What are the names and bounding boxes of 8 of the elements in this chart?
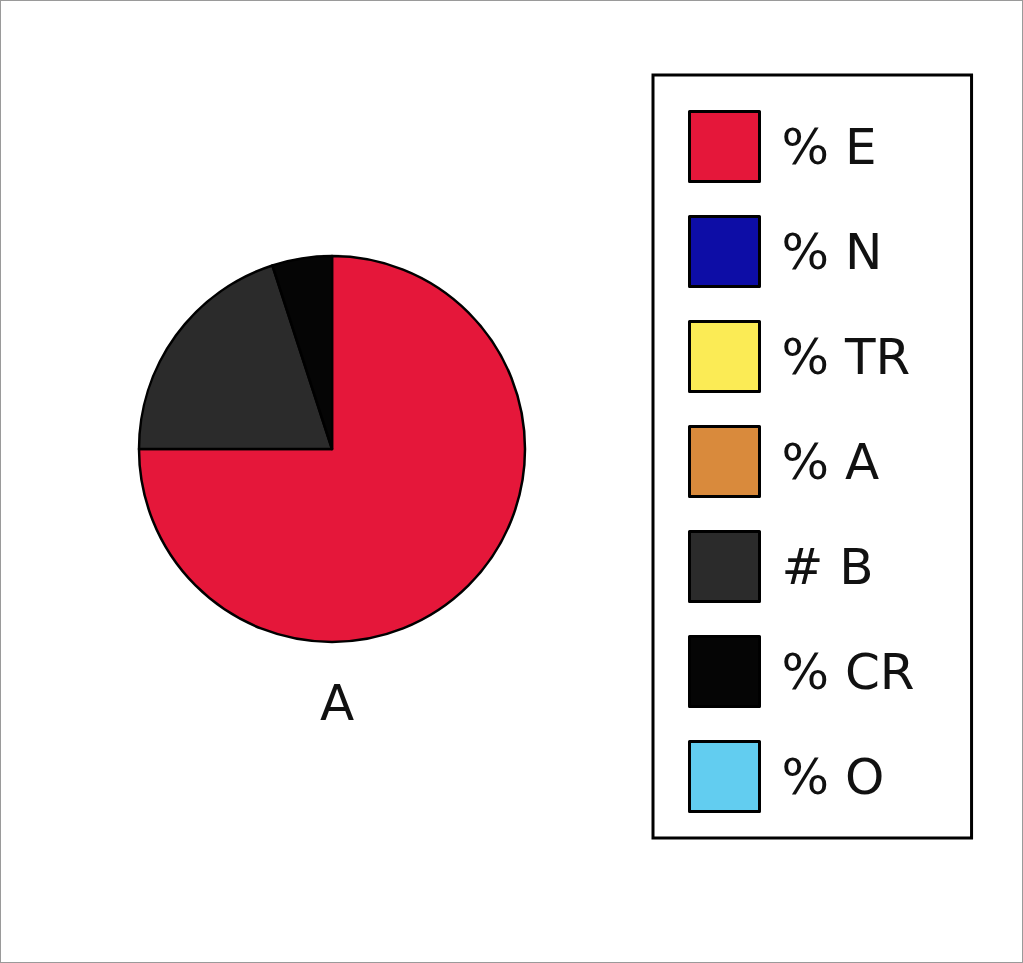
legend-label: % TR [781, 327, 911, 386]
legend-label: % O [781, 747, 885, 806]
legend-label: % CR [781, 642, 915, 701]
legend-label: % N [781, 222, 883, 281]
text: A [319, 674, 355, 732]
legend-label: # B [781, 537, 874, 596]
legend-label: % A [781, 432, 880, 491]
legend-label: % E [781, 117, 877, 176]
